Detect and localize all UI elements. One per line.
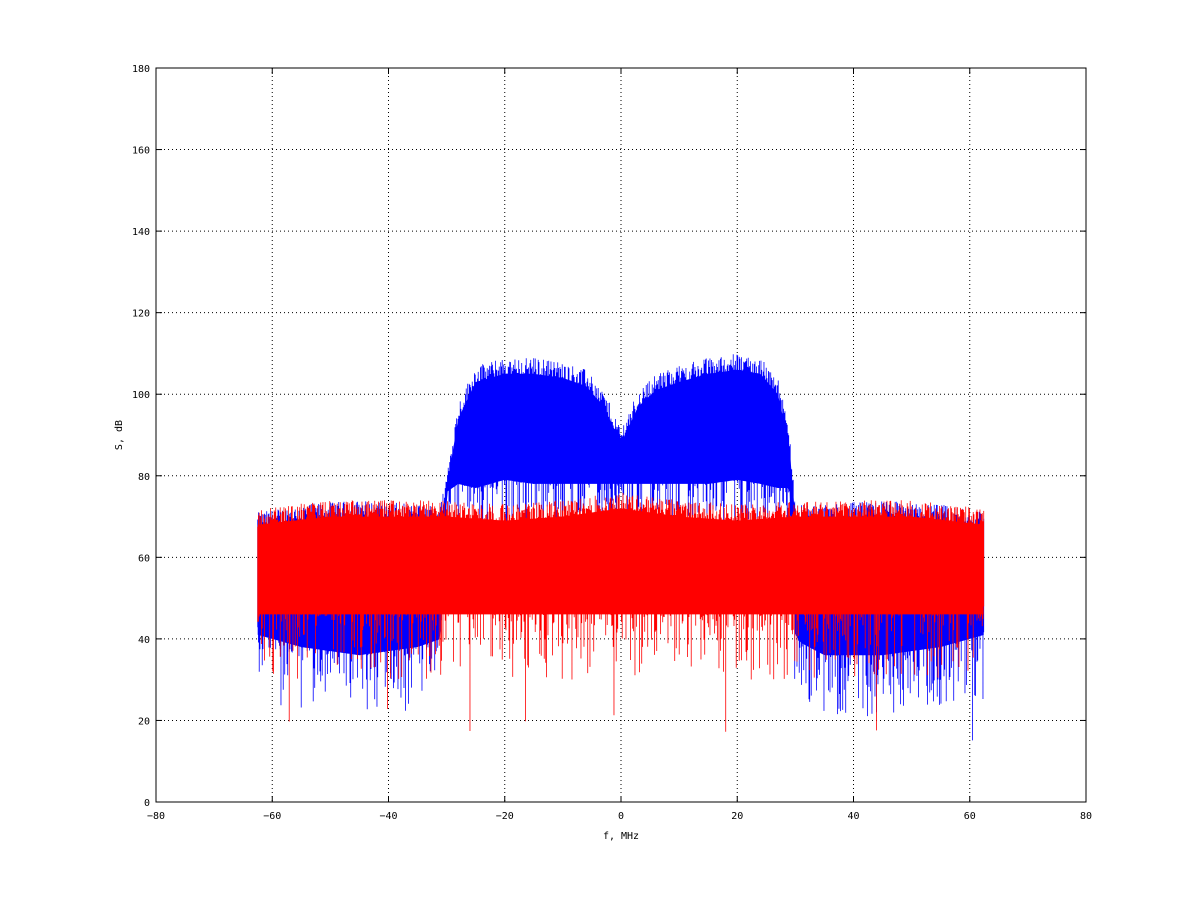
y-tick-label: 80 bbox=[138, 472, 150, 483]
y-tick-label: 140 bbox=[132, 227, 150, 238]
y-tick-label: 0 bbox=[144, 798, 150, 809]
series-1-trace bbox=[257, 493, 985, 732]
x-tick-label: 0 bbox=[618, 811, 624, 822]
x-axis-label: f, MHz bbox=[603, 831, 639, 842]
y-tick-label: 120 bbox=[132, 309, 150, 320]
y-tick-label: 60 bbox=[138, 553, 150, 564]
x-tick-label: −80 bbox=[147, 811, 165, 822]
y-tick-label: 160 bbox=[132, 146, 150, 157]
ticks bbox=[155, 67, 1087, 803]
x-tick-label: −40 bbox=[379, 811, 397, 822]
y-axis-label: S, dB bbox=[114, 420, 125, 450]
series-layer bbox=[257, 354, 985, 741]
y-tick-label: 40 bbox=[138, 635, 150, 646]
series-1-noise bbox=[257, 493, 985, 732]
y-tick-label: 100 bbox=[132, 390, 150, 401]
x-tick-label: 40 bbox=[847, 811, 859, 822]
y-tick-label: 20 bbox=[138, 716, 150, 727]
x-tick-label: −20 bbox=[496, 811, 514, 822]
x-tick-label: 20 bbox=[731, 811, 743, 822]
y-tick-label: 180 bbox=[132, 64, 150, 75]
x-tick-label: −60 bbox=[263, 811, 281, 822]
x-tick-labels: −80 −60 −40 −20 0 20 40 60 80 bbox=[147, 811, 1092, 822]
x-tick-label: 80 bbox=[1080, 811, 1092, 822]
x-tick-label: 60 bbox=[964, 811, 976, 822]
y-tick-labels: 0 20 40 60 80 100 120 140 160 180 bbox=[132, 64, 150, 809]
